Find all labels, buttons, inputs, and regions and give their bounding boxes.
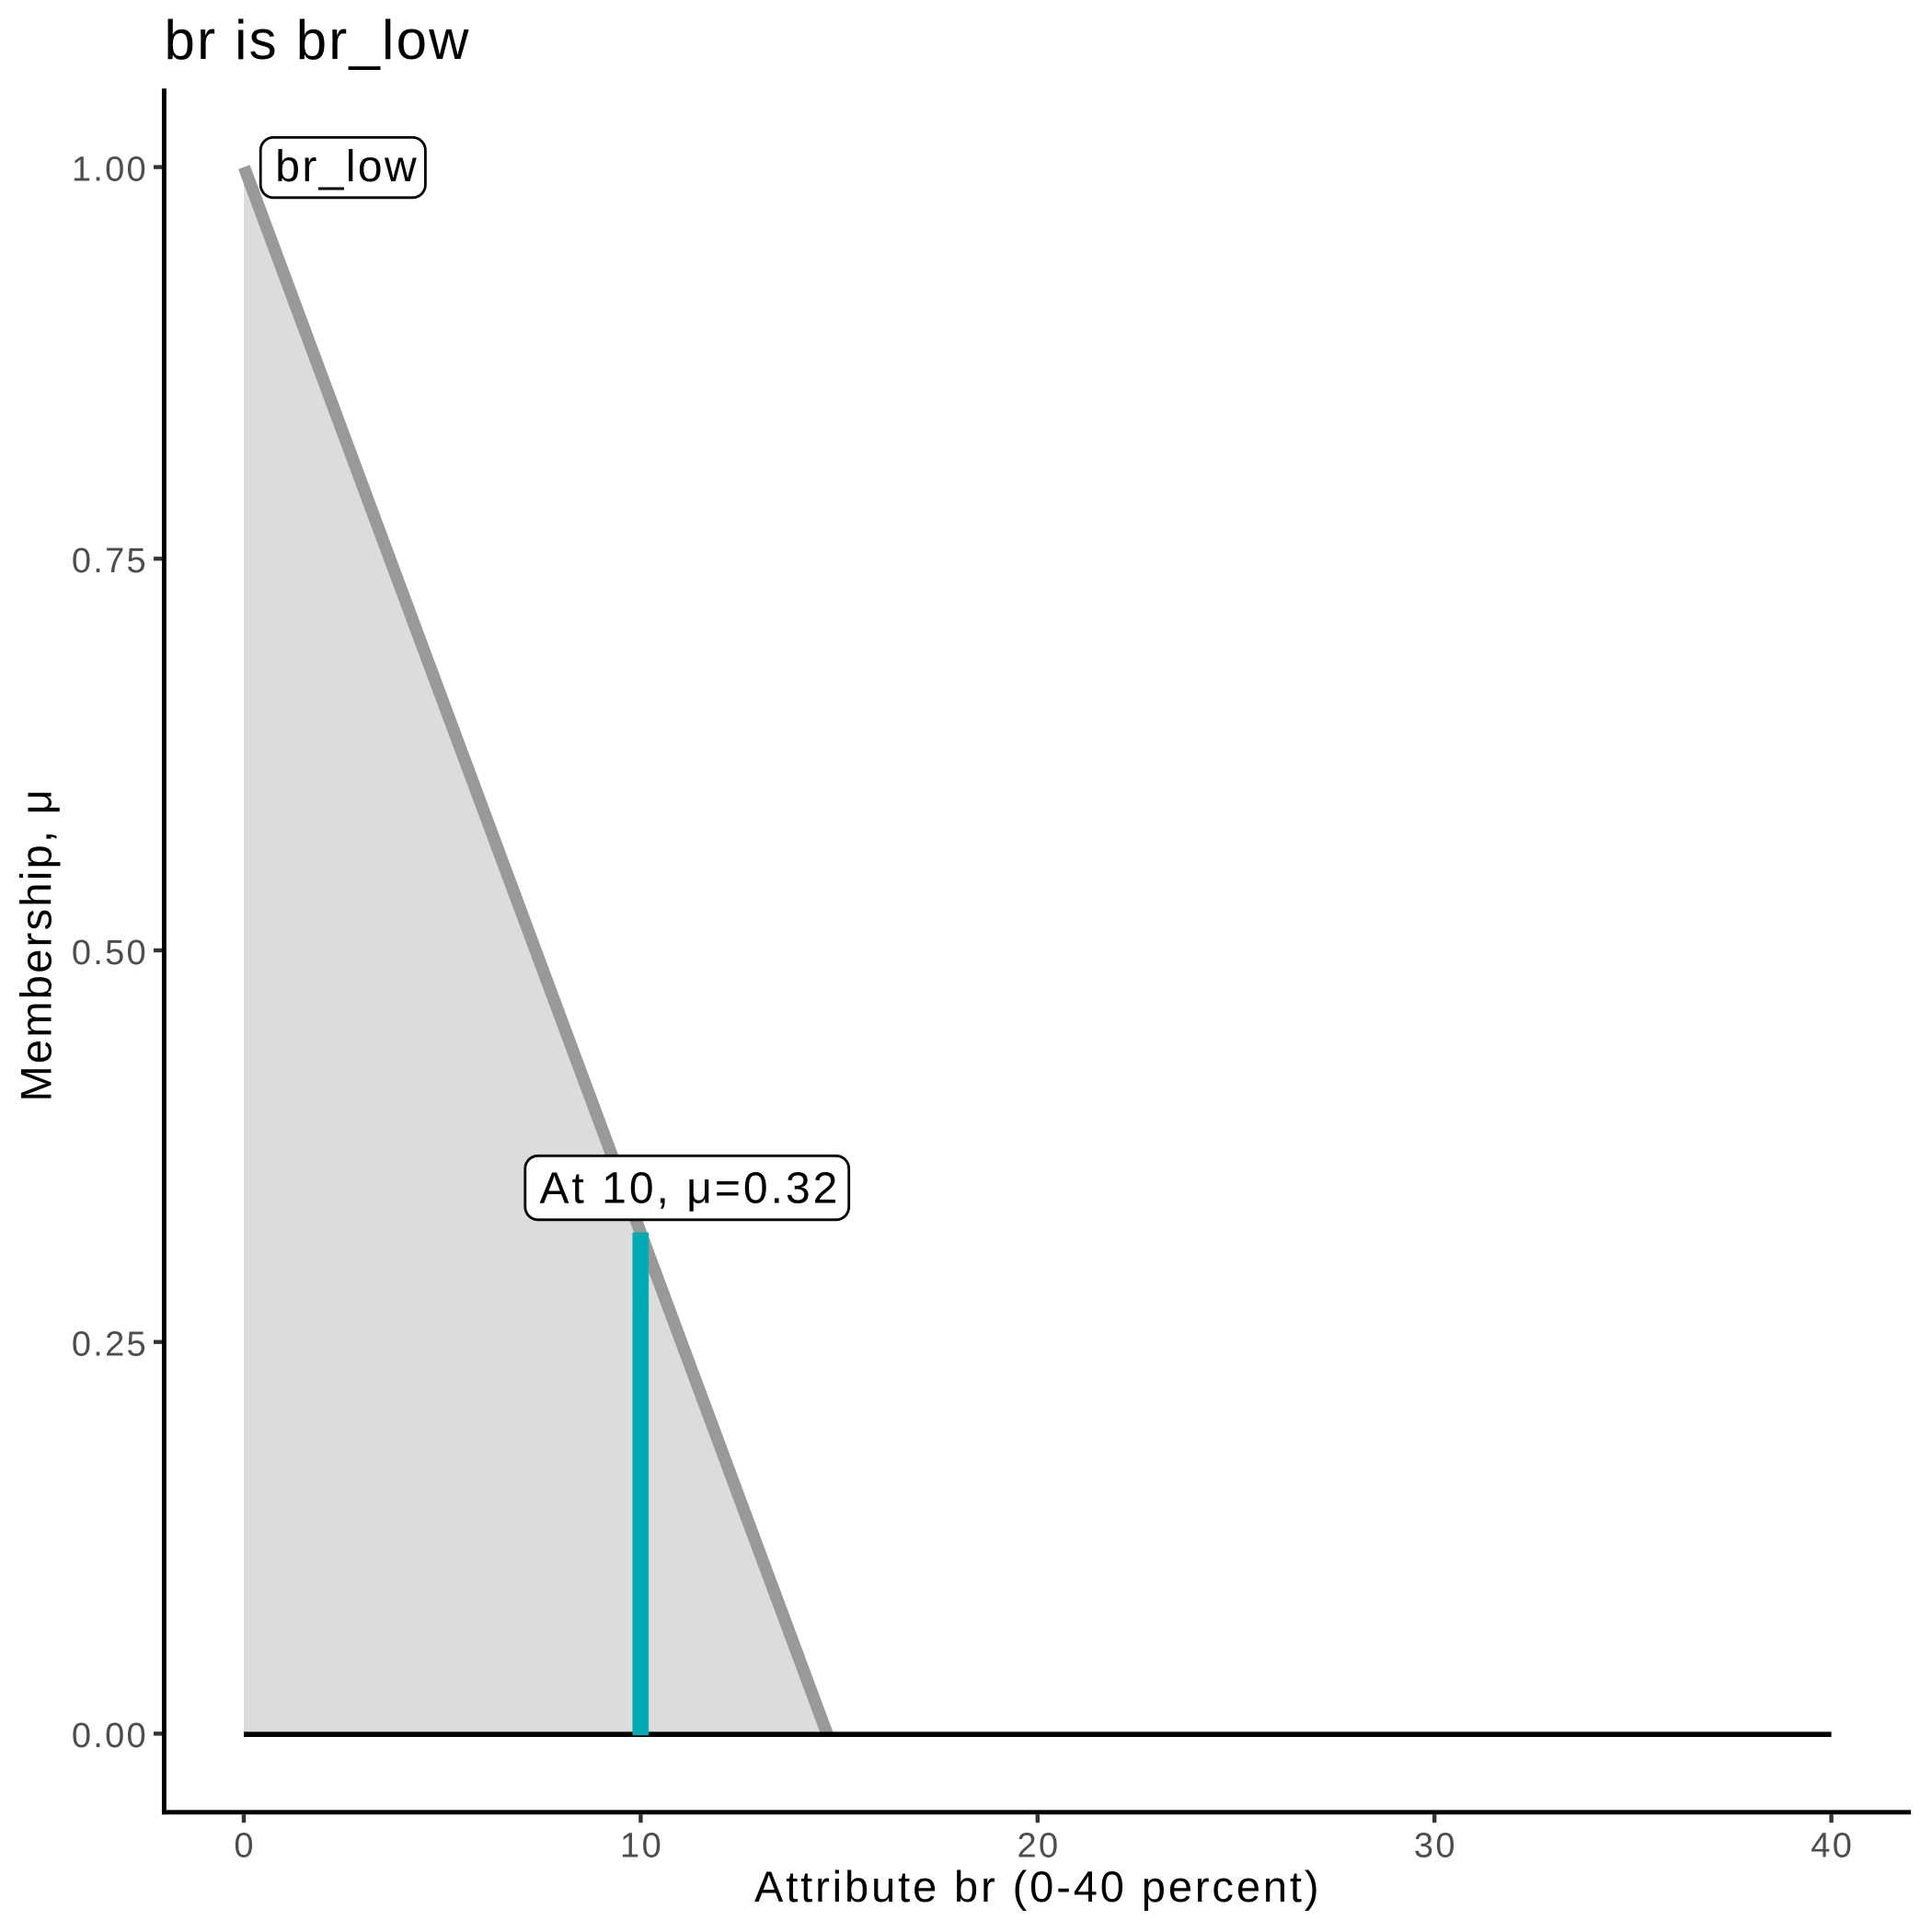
svg-text:1.00: 1.00 [72, 150, 148, 189]
svg-text:0.75: 0.75 [72, 542, 148, 581]
svg-text:Membership, μ: Membership, μ [12, 788, 61, 1102]
svg-text:20: 20 [1017, 1827, 1060, 1866]
svg-text:40: 40 [1811, 1827, 1854, 1866]
svg-text:0.25: 0.25 [72, 1326, 148, 1364]
svg-text:0.00: 0.00 [72, 1717, 148, 1755]
svg-text:30: 30 [1414, 1827, 1457, 1866]
svg-text:Attribute br (0-40 percent): Attribute br (0-40 percent) [754, 1862, 1321, 1911]
svg-text:br is br_low: br is br_low [165, 9, 471, 71]
svg-text:br_low: br_low [275, 143, 419, 191]
svg-text:At 10, μ=0.32: At 10, μ=0.32 [539, 1165, 840, 1213]
svg-text:0.50: 0.50 [72, 934, 148, 972]
svg-text:10: 10 [620, 1827, 663, 1866]
svg-text:0: 0 [234, 1827, 256, 1866]
